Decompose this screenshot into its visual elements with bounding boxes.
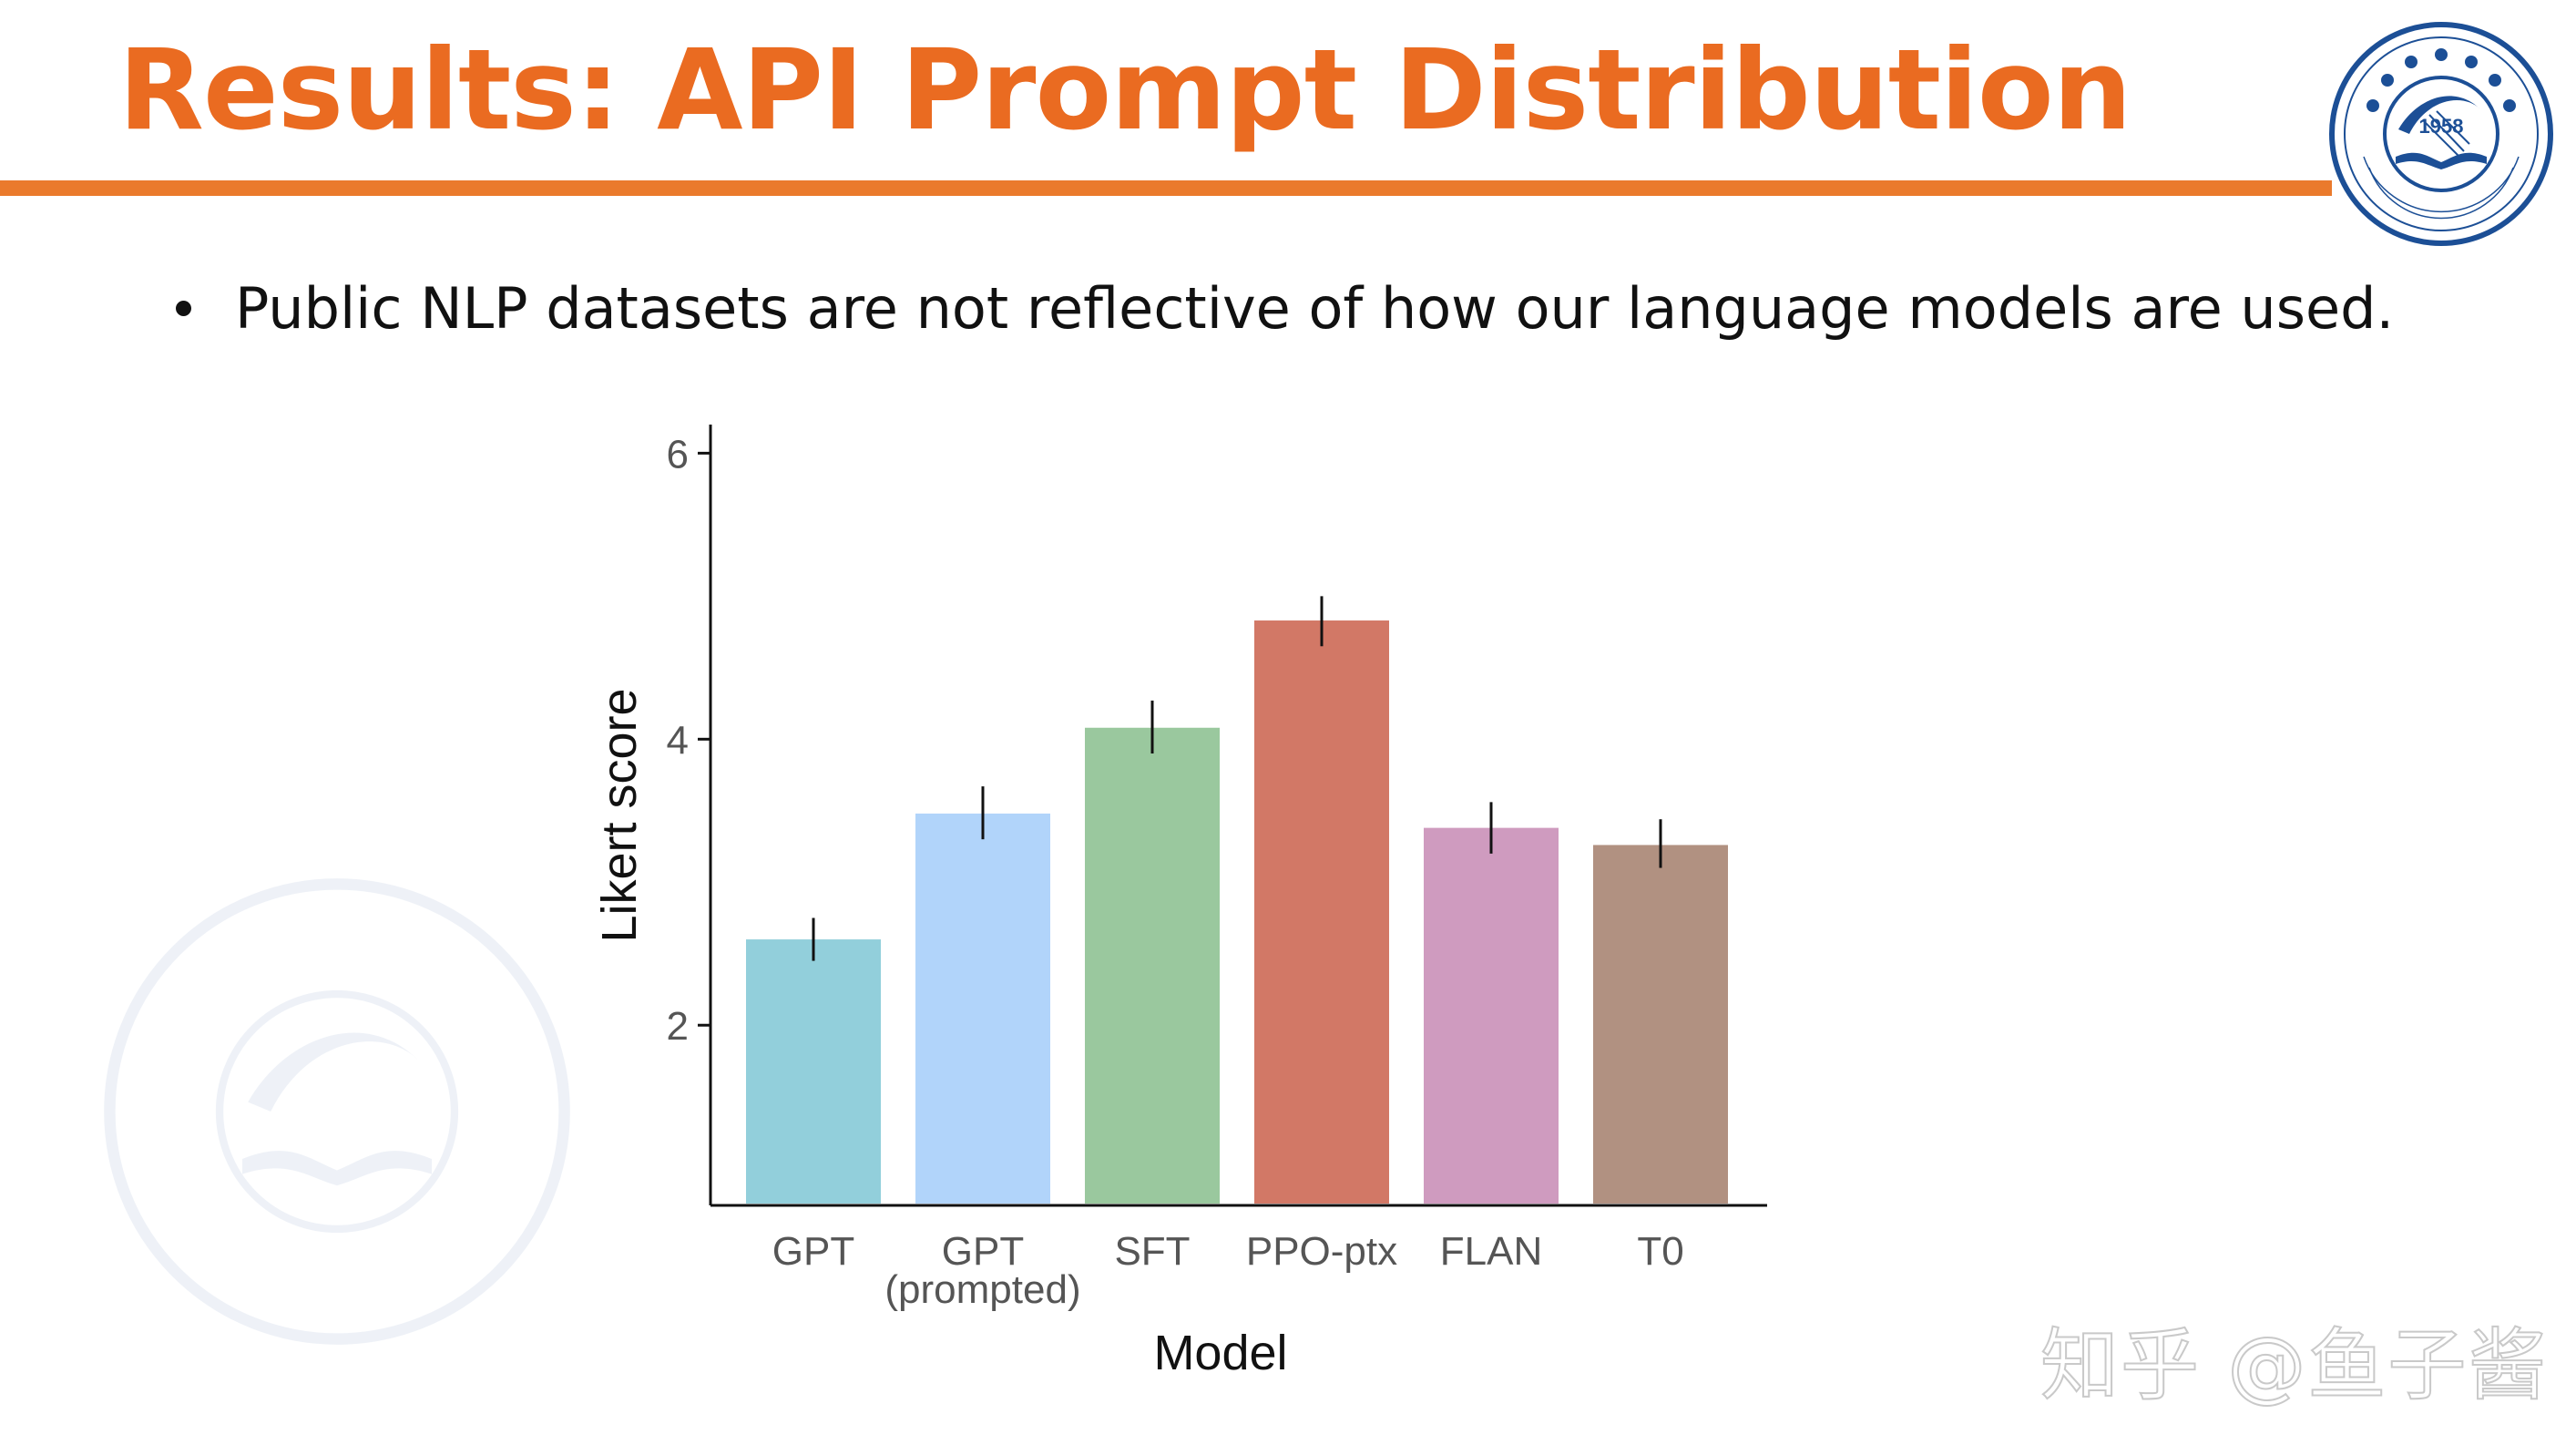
university-seal-icon: 1958 xyxy=(2329,22,2553,246)
logo-year: 1958 xyxy=(2419,115,2464,138)
bar xyxy=(1085,727,1220,1204)
x-axis-title: Model xyxy=(1153,1326,1287,1380)
y-tick-label: 2 xyxy=(667,1004,689,1049)
bar xyxy=(1424,827,1559,1204)
slide-title: Results: API Prompt Distribution xyxy=(118,26,2132,155)
title-divider xyxy=(0,180,2332,196)
bar xyxy=(1593,845,1728,1204)
y-axis-title: Likert score xyxy=(592,688,647,942)
bullet-text: Public NLP datasets are not reflective o… xyxy=(235,275,2395,342)
x-tick-label: PPO-ptx xyxy=(1246,1229,1397,1274)
watermark-text: 知乎 @鱼子酱 xyxy=(2039,1319,2549,1412)
x-tick-label: T0 xyxy=(1637,1229,1683,1274)
x-tick-label: (prompted) xyxy=(884,1267,1080,1312)
watermark-seal-icon xyxy=(104,878,570,1345)
bullet-icon xyxy=(176,301,191,316)
bullet-item: Public NLP datasets are not reflective o… xyxy=(176,275,2394,342)
x-tick-label: FLAN xyxy=(1440,1229,1542,1274)
y-tick-label: 4 xyxy=(667,718,689,763)
bar xyxy=(746,939,881,1204)
x-tick-label: GPT xyxy=(942,1229,1024,1274)
x-tick-label: SFT xyxy=(1114,1229,1190,1274)
bar xyxy=(915,813,1050,1204)
x-tick-label: GPT xyxy=(772,1229,854,1274)
bar xyxy=(1254,620,1389,1204)
y-tick-label: 6 xyxy=(667,432,689,477)
